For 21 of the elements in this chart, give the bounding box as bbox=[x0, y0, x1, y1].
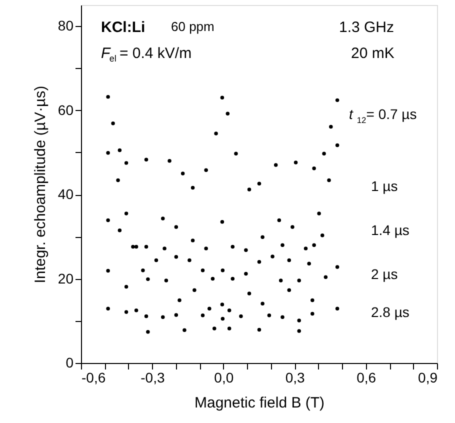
text: 2.8 µs bbox=[371, 304, 410, 320]
text: 1 µs bbox=[371, 178, 398, 194]
x-tick-label: -0,3 bbox=[140, 370, 165, 386]
x-tick-label: 0,9 bbox=[418, 370, 438, 386]
y-axis-title: Integr. echoamplitude (µV·µs) bbox=[32, 86, 49, 284]
y-tick-label: 0 bbox=[66, 354, 74, 370]
y-tick-label: 40 bbox=[58, 186, 74, 202]
annotation: KCl:Li bbox=[101, 19, 146, 36]
x-axis-title: Magnetic field B (T) bbox=[194, 394, 325, 412]
y-tick-label: 20 bbox=[58, 270, 74, 286]
annotation: 60 ppm bbox=[171, 19, 214, 34]
text: 1.4 µs bbox=[371, 222, 410, 238]
y-tick-label: 60 bbox=[58, 102, 74, 118]
y-tick-label: 80 bbox=[58, 18, 74, 34]
x-tick-label: 0,6 bbox=[356, 370, 376, 386]
annotation: 20 mK bbox=[351, 45, 394, 62]
text: 2 µs bbox=[371, 266, 398, 282]
annotation: 1.3 GHz bbox=[339, 19, 394, 36]
x-tick-label: -0,6 bbox=[82, 370, 106, 386]
x-tick-label: 0,3 bbox=[285, 370, 306, 386]
x-tick-label: 0,0 bbox=[214, 370, 234, 386]
